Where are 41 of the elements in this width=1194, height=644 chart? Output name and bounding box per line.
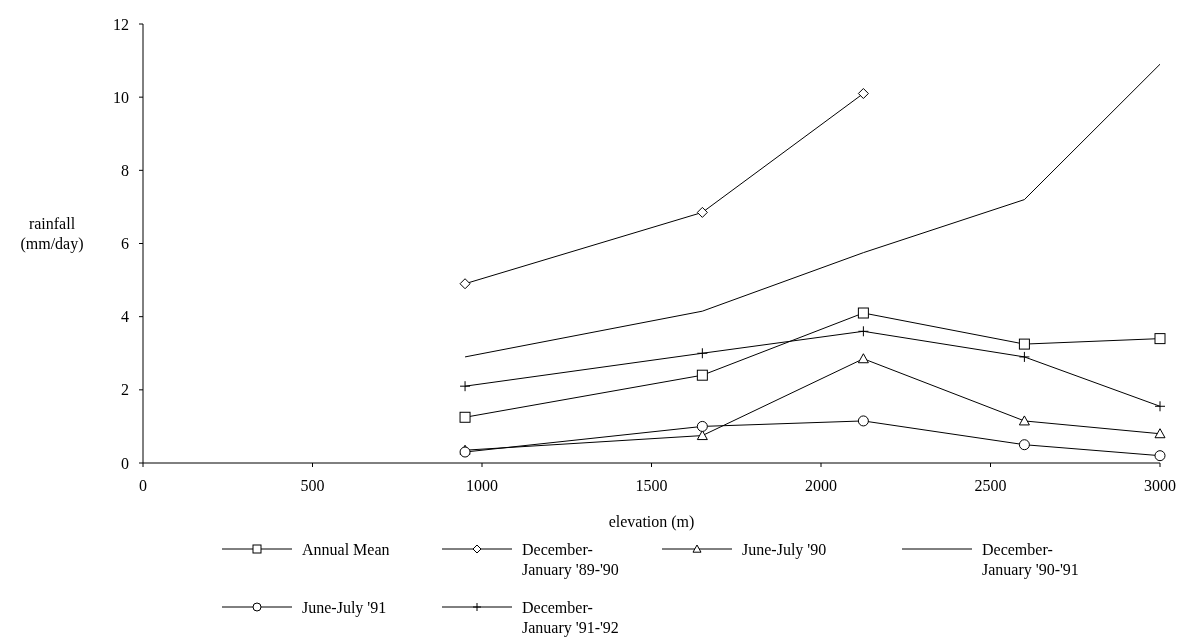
point (1018, 439, 1030, 451)
point (459, 411, 471, 423)
legend-label: June-July '90 (742, 540, 827, 559)
y-tick-label: 10 (113, 88, 129, 106)
legend-label: December-January '91-'92 (522, 598, 619, 637)
point (857, 353, 869, 364)
y-tick-label: 0 (121, 454, 129, 472)
legend-label: December-January '90-'91 (982, 540, 1079, 579)
y-tick-label: 6 (121, 235, 129, 252)
x-tick-label: 1000 (466, 477, 498, 494)
point (696, 430, 708, 441)
x-tick-label: 2000 (805, 477, 837, 494)
point (1018, 338, 1030, 350)
x-tick-label: 1500 (635, 477, 668, 494)
legend-label: June-July '91 (302, 598, 387, 617)
point (1154, 333, 1166, 345)
legend-label: Annual Mean (302, 540, 390, 558)
point (1154, 450, 1166, 462)
y-tick-label: 4 (121, 308, 129, 326)
point (1018, 351, 1030, 363)
y-tick-label: 2 (121, 381, 129, 399)
y-tick-label: 12 (113, 15, 129, 33)
point (857, 307, 869, 319)
x-tick-label: 500 (300, 477, 325, 494)
x-axis-title: elevation (m) (608, 513, 695, 531)
point (1154, 400, 1166, 412)
legend-label: December-January '89-'90 (522, 540, 619, 579)
line-series (464, 63, 1161, 358)
point (696, 369, 708, 381)
y-axis-title: rainfall (mm/day) (20, 214, 84, 253)
x-tick-label: 0 (139, 477, 147, 494)
x-tick-label: 2500 (974, 477, 1007, 494)
point (459, 380, 471, 392)
point (857, 325, 869, 337)
point (857, 415, 869, 427)
y-tick-label: 8 (121, 161, 129, 179)
x-tick-label: 3000 (1144, 477, 1176, 494)
point (696, 347, 708, 359)
point (696, 420, 708, 432)
point (1154, 428, 1166, 439)
point (1018, 415, 1030, 426)
